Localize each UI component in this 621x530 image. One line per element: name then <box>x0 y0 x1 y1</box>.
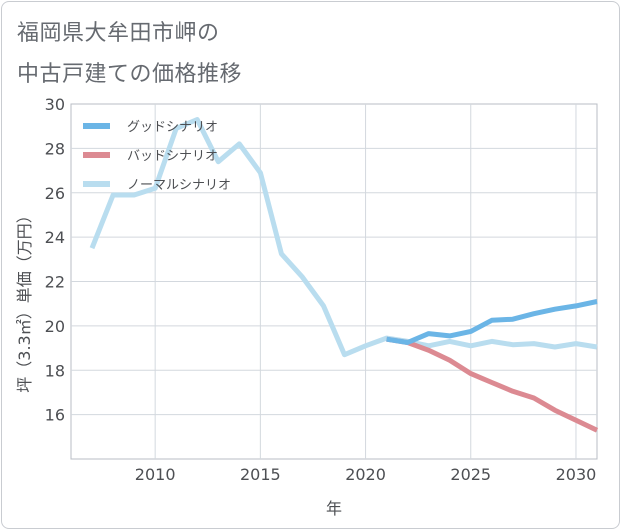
x-axis-label: 年 <box>326 499 342 518</box>
grid-lines <box>71 104 597 459</box>
y-tick-label: 20 <box>45 317 65 336</box>
x-tick-label: 2020 <box>345 465 386 484</box>
y-tick-label: 26 <box>45 184 65 203</box>
y-tick-label: 18 <box>45 361 65 380</box>
y-tick-label: 24 <box>45 228 65 247</box>
series-line-0 <box>386 299 598 345</box>
x-tick-label: 2010 <box>135 465 176 484</box>
x-tick-label: 2025 <box>450 465 491 484</box>
series-line-2 <box>89 117 598 358</box>
y-tick-label: 28 <box>45 139 65 158</box>
y-tick-label: 30 <box>45 95 65 114</box>
chart-title-line2: 中古戸建ての価格推移 <box>17 62 243 87</box>
x-tick-label: 2015 <box>240 465 281 484</box>
legend-label-0: グッドシナリオ <box>127 120 218 135</box>
x-tick-label: 2030 <box>556 465 597 484</box>
tick-labels: 16 18 20 22 24 26 28 30 2010 2015 2020 2025 2030 <box>45 95 597 484</box>
series-lines <box>89 117 599 433</box>
legend-label-1: バッドシナリオ <box>127 149 218 164</box>
series-line-1 <box>386 336 599 433</box>
legend-label-2: ノーマルシナリオ <box>127 178 231 193</box>
y-axis-label: 坪（3.3㎡）単価（万円） <box>15 207 34 392</box>
y-tick-label: 22 <box>45 273 65 292</box>
y-tick-label: 16 <box>45 406 65 425</box>
chart-title-line1: 福岡県大牟田市岬の <box>17 21 220 46</box>
